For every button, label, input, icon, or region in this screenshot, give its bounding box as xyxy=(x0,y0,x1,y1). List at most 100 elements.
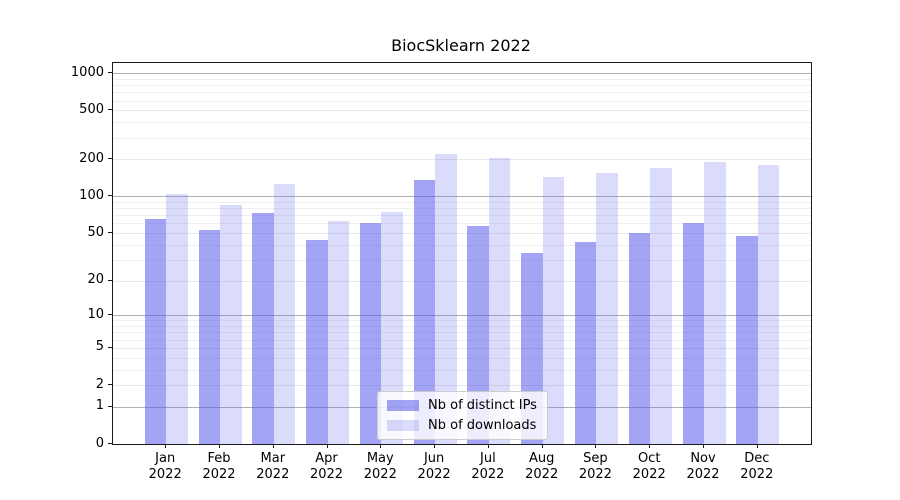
gridline-40 xyxy=(113,244,811,246)
bar-distinct-ips-oct xyxy=(628,233,651,444)
gridline-700 xyxy=(113,92,811,94)
gridline-90 xyxy=(113,201,811,203)
xtick-month: Jul xyxy=(480,451,496,466)
xtick-month: Aug xyxy=(528,451,555,466)
gridline-8 xyxy=(113,326,811,328)
ytick-mark-500 xyxy=(108,109,112,111)
xtick-month: May xyxy=(366,451,394,466)
xtick-label-jun: Jun 2022 xyxy=(404,451,464,483)
xtick-mark-jul xyxy=(487,444,489,448)
bar-distinct-ips-mar xyxy=(252,213,274,444)
xtick-mark-aug xyxy=(541,444,543,448)
legend-label-downloads: Nb of downloads xyxy=(428,418,537,433)
bar-distinct-ips-sep xyxy=(574,242,597,444)
xtick-mark-nov xyxy=(703,444,704,448)
xtick-year: 2022 xyxy=(256,467,290,482)
bar-distinct-ips-jul xyxy=(467,226,489,444)
xtick-label-aug: Aug 2022 xyxy=(512,451,572,483)
bar-downloads-jul xyxy=(488,157,511,444)
gridline-2 xyxy=(113,385,811,386)
gridline-500 xyxy=(113,110,811,112)
bar-downloads-dec xyxy=(757,165,780,444)
legend: Nb of distinct IPs Nb of downloads xyxy=(377,391,548,440)
bar-downloads-may xyxy=(381,212,403,444)
gridline-80 xyxy=(113,208,811,210)
ytick-label-500: 500 xyxy=(79,101,104,117)
gridline-1000 xyxy=(113,73,811,75)
ytick-mark-5 xyxy=(108,346,112,348)
gridline-50 xyxy=(113,233,811,234)
ytick-mark-200 xyxy=(108,158,112,160)
bar-downloads-sep xyxy=(596,173,618,444)
bar-downloads-apr xyxy=(327,220,349,444)
gridline-5 xyxy=(113,347,811,349)
gridline-100 xyxy=(113,196,811,198)
ytick-label-20: 20 xyxy=(87,272,104,288)
ytick-mark-10 xyxy=(108,314,112,316)
ytick-mark-100 xyxy=(108,195,112,197)
bar-distinct-ips-may xyxy=(359,222,382,444)
xtick-year: 2022 xyxy=(578,467,612,482)
gridline-70 xyxy=(113,215,811,217)
ytick-label-10: 10 xyxy=(87,306,104,322)
xtick-year: 2022 xyxy=(202,467,236,482)
gridline-400 xyxy=(113,122,811,124)
legend-label-distinct-ips: Nb of distinct IPs xyxy=(428,398,537,413)
bar-downloads-feb xyxy=(220,204,242,444)
ytick-label-0: 0 xyxy=(95,435,104,451)
xtick-month: Jan xyxy=(155,451,176,466)
xtick-month: Mar xyxy=(260,451,286,466)
xtick-year: 2022 xyxy=(632,467,666,482)
ytick-label-50: 50 xyxy=(87,224,104,240)
gridline-800 xyxy=(113,85,811,87)
gridline-9 xyxy=(113,320,811,322)
ytick-mark-1 xyxy=(108,405,112,407)
bar-downloads-aug xyxy=(542,176,565,444)
bar-downloads-nov xyxy=(704,162,726,444)
xtick-label-jul: Jul 2022 xyxy=(458,451,518,483)
xtick-month: Apr xyxy=(315,451,338,466)
bar-distinct-ips-apr xyxy=(306,239,328,444)
xtick-year: 2022 xyxy=(525,467,559,482)
xtick-month: Oct xyxy=(637,451,661,466)
xtick-label-feb: Feb 2022 xyxy=(189,451,249,483)
xtick-month: Sep xyxy=(583,451,608,466)
xtick-month: Jun xyxy=(423,451,445,466)
ytick-label-100: 100 xyxy=(79,187,104,203)
bar-downloads-mar xyxy=(273,183,296,444)
bar-distinct-ips-nov xyxy=(682,223,704,444)
ytick-mark-2 xyxy=(108,384,112,385)
xtick-year: 2022 xyxy=(363,467,397,482)
distinct-ips-swatch xyxy=(387,400,419,411)
bar-distinct-ips-jun xyxy=(413,180,436,444)
ytick-label-1: 1 xyxy=(95,398,104,414)
ytick-label-2: 2 xyxy=(95,376,104,392)
downloads-swatch xyxy=(387,420,419,431)
ytick-mark-50 xyxy=(108,232,112,233)
xtick-month: Nov xyxy=(690,451,716,466)
gridline-200 xyxy=(113,159,811,161)
xtick-label-dec: Dec 2022 xyxy=(727,451,787,483)
bar-downloads-jun xyxy=(435,154,457,444)
bar-downloads-oct xyxy=(650,167,672,444)
ytick-mark-0 xyxy=(108,443,112,444)
xtick-label-jan: Jan 2022 xyxy=(135,451,195,483)
xtick-label-sep: Sep 2022 xyxy=(565,451,625,483)
chart-title: BiocSklearn 2022 xyxy=(391,36,531,55)
xtick-mark-apr xyxy=(326,444,328,448)
xtick-mark-jun xyxy=(434,444,436,448)
xtick-mark-feb xyxy=(219,444,220,448)
xtick-year: 2022 xyxy=(740,467,774,482)
xtick-label-apr: Apr 2022 xyxy=(297,451,357,483)
xtick-month: Dec xyxy=(744,451,770,466)
xtick-mark-mar xyxy=(272,444,274,448)
ytick-label-200: 200 xyxy=(79,150,104,166)
ytick-mark-20 xyxy=(108,279,112,281)
xtick-year: 2022 xyxy=(417,467,451,482)
gridline-10 xyxy=(113,315,811,317)
xtick-mark-dec xyxy=(756,444,758,448)
ytick-mark-1000 xyxy=(108,72,112,74)
xtick-label-nov: Nov 2022 xyxy=(673,451,733,483)
xtick-label-oct: Oct 2022 xyxy=(619,451,679,483)
